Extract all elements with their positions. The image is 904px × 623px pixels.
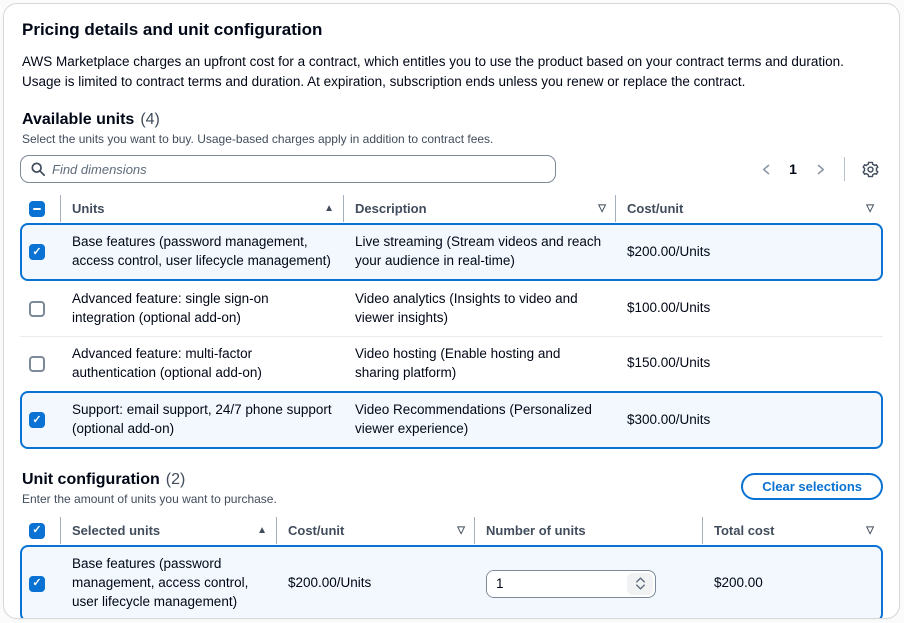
pagination: 1	[754, 156, 883, 182]
stepper-buttons[interactable]	[627, 572, 653, 595]
pricing-details-card: Pricing details and unit configuration A…	[3, 3, 900, 619]
row-checkbox[interactable]: ✓	[29, 244, 45, 261]
unit-configuration-table-header: ✓ Selected units ▲ Cost/unit ▽ Number of…	[20, 517, 883, 545]
column-header-cost-unit[interactable]: Cost/unit ▽	[277, 517, 475, 545]
cost-unit-cell: $100.00/Units	[627, 300, 711, 316]
chevron-right-icon	[815, 164, 826, 175]
units-cell: Support: email support, 24/7 phone suppo…	[72, 402, 332, 437]
sort-ascending-icon[interactable]: ▲	[324, 203, 334, 215]
description-cell: Video Recommendations (Personalized view…	[355, 402, 592, 437]
indeterminate-mark	[33, 207, 41, 210]
search-input[interactable]	[52, 161, 545, 177]
next-page-button[interactable]	[808, 157, 832, 181]
column-header-cost-unit[interactable]: Cost/unit ▽	[627, 201, 874, 217]
check-icon: ✓	[32, 413, 42, 426]
table-row[interactable]: ✓ Base features (password management, ac…	[20, 223, 883, 281]
cost-unit-cell: $200.00/Units	[288, 575, 372, 591]
table-row[interactable]: ✓ Base features (password management, ac…	[20, 545, 883, 618]
select-all-checkbox[interactable]	[29, 200, 45, 217]
search-icon	[31, 162, 45, 177]
column-header-description[interactable]: Description ▽	[344, 195, 616, 223]
number-of-units-cell	[477, 562, 705, 606]
sort-filter-icon[interactable]: ▽	[457, 525, 465, 537]
column-header-total-cost[interactable]: Total cost ▽	[714, 523, 874, 539]
units-cell: Advanced feature: multi-factor authentic…	[72, 345, 262, 380]
previous-page-button[interactable]	[754, 157, 778, 181]
sort-filter-icon[interactable]: ▽	[866, 203, 874, 215]
sort-ascending-icon[interactable]: ▲	[257, 525, 267, 537]
column-header-units[interactable]: Units ▲	[61, 195, 344, 223]
table-row[interactable]: Advanced feature: multi-factor authentic…	[20, 335, 883, 391]
row-checkbox[interactable]: ✓	[29, 412, 45, 429]
check-icon: ✓	[32, 245, 42, 258]
available-units-subtitle: Select the units you want to buy. Usage-…	[22, 132, 494, 147]
description-cell: Video analytics (Insights to video and v…	[355, 290, 578, 325]
units-cell: Base features (password management, acce…	[72, 234, 331, 269]
sort-filter-icon[interactable]: ▽	[598, 203, 606, 215]
cost-unit-cell: $300.00/Units	[627, 411, 711, 427]
unit-configuration-heading: Unit configuration	[22, 471, 160, 489]
total-cost-cell: $200.00	[714, 575, 763, 591]
available-units-heading: Available units	[22, 111, 135, 129]
available-units-counter: (4)	[140, 111, 160, 129]
current-page-number[interactable]: 1	[789, 161, 797, 178]
unit-configuration-counter: (2)	[165, 471, 186, 489]
row-checkbox[interactable]: ✓	[29, 575, 45, 592]
available-units-table-header: Units ▲ Description ▽ Cost/unit ▽	[20, 195, 883, 223]
unit-configuration-table: ✓ Selected units ▲ Cost/unit ▽ Number of…	[20, 517, 883, 618]
cost-unit-cell: $150.00/Units	[627, 355, 711, 371]
row-checkbox[interactable]	[29, 355, 45, 372]
chevron-up-icon	[635, 577, 645, 583]
column-header-selected-units[interactable]: Selected units ▲	[61, 517, 277, 545]
sort-filter-icon[interactable]: ▽	[866, 525, 874, 537]
table-row[interactable]: Advanced feature: single sign-on integra…	[20, 281, 883, 336]
cost-unit-cell: $200.00/Units	[627, 243, 711, 259]
table-row[interactable]: ✓ Support: email support, 24/7 phone sup…	[20, 391, 883, 450]
chevron-left-icon	[761, 164, 772, 175]
description-cell: Video hosting (Enable hosting and sharin…	[355, 345, 561, 380]
find-dimensions-search[interactable]	[20, 155, 556, 184]
unit-configuration-subtitle: Enter the amount of units you want to pu…	[22, 492, 277, 507]
check-icon: ✓	[32, 524, 42, 537]
quantity-stepper[interactable]	[486, 569, 656, 598]
row-checkbox[interactable]	[29, 300, 45, 317]
select-all-checkbox[interactable]: ✓	[29, 522, 45, 539]
gear-icon	[861, 161, 879, 178]
selected-units-cell: Base features (password management, acce…	[72, 556, 249, 610]
page-title: Pricing details and unit configuration	[22, 20, 323, 39]
quantity-input[interactable]	[487, 570, 625, 597]
chevron-down-icon	[635, 584, 645, 590]
page-description: AWS Marketplace charges an upfront cost …	[22, 54, 844, 89]
units-cell: Advanced feature: single sign-on integra…	[72, 290, 269, 325]
clear-selections-button[interactable]: Clear selections	[741, 473, 883, 501]
check-icon: ✓	[32, 577, 42, 590]
column-header-number-of-units[interactable]: Number of units	[475, 517, 703, 545]
available-units-table: Units ▲ Description ▽ Cost/unit ▽ ✓ Base…	[20, 195, 883, 450]
pager-divider	[844, 157, 845, 182]
description-cell: Live streaming (Stream videos and reach …	[355, 234, 602, 269]
table-preferences-button[interactable]	[857, 156, 883, 182]
